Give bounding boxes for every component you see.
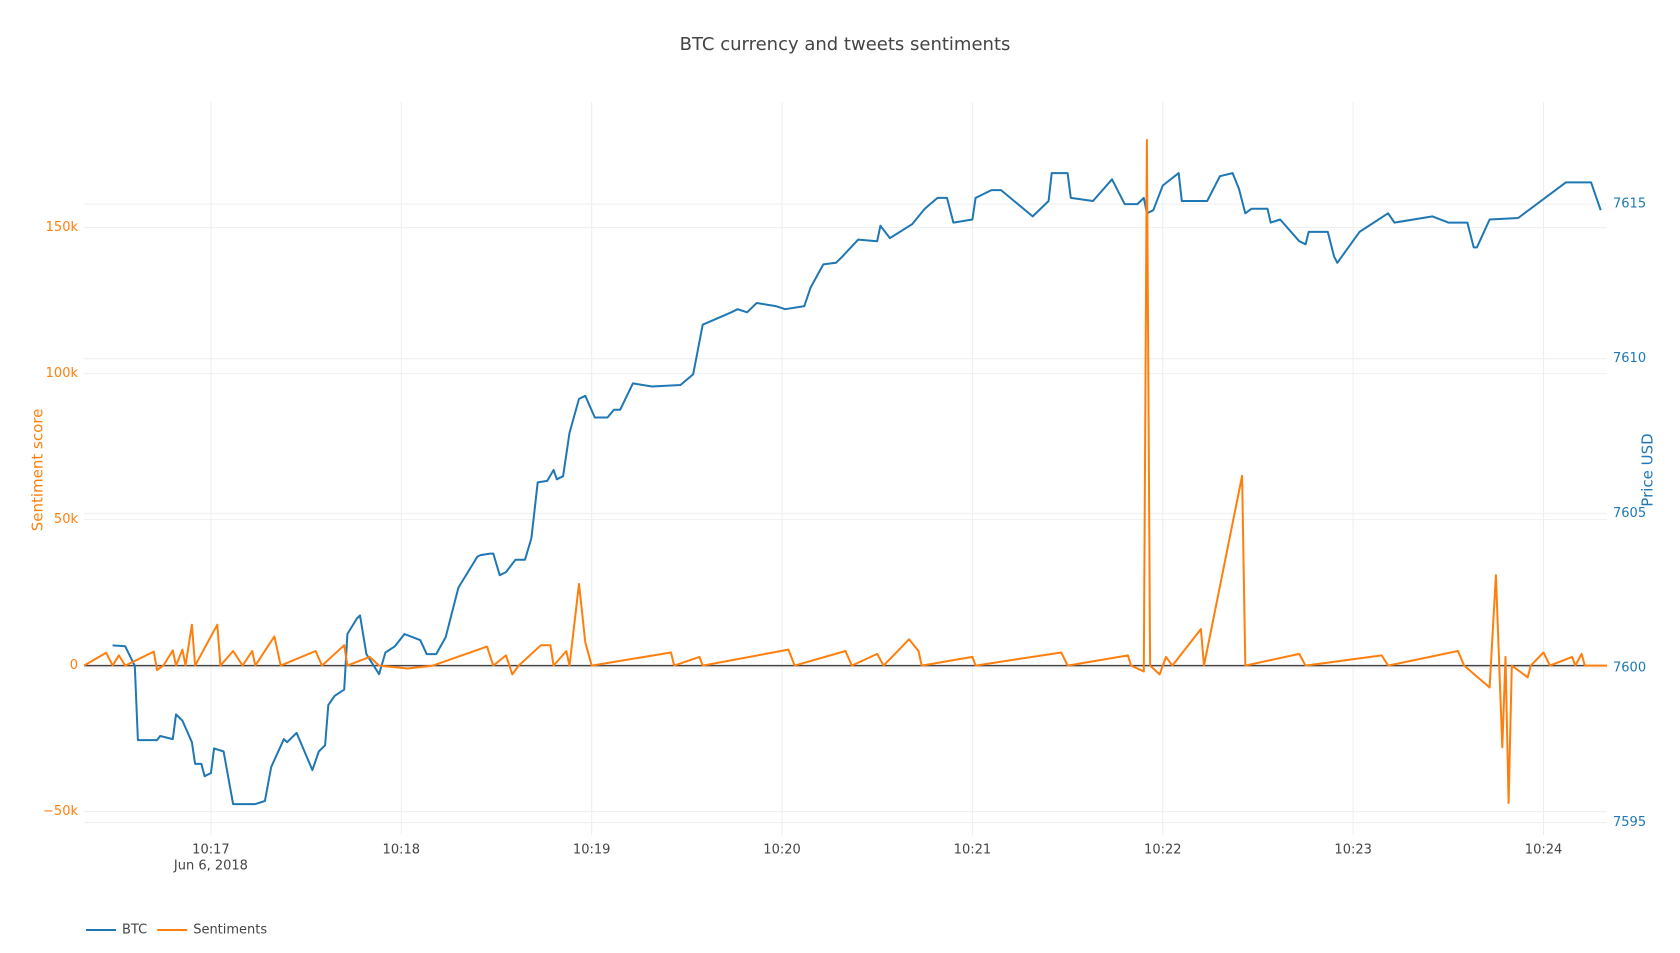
x-tick-label: 10:23	[1334, 843, 1371, 858]
y2-tick-label: 7605	[1613, 506, 1646, 521]
x-tick-label: 10:22	[1144, 843, 1181, 858]
x-tick-label: 10:17	[192, 843, 229, 858]
x-date-label: Jun 6, 2018	[173, 859, 248, 874]
chart-title: BTC currency and tweets sentiments	[680, 34, 1011, 55]
x-tick-label: 10:21	[954, 843, 991, 858]
y-tick-label: −50k	[43, 804, 78, 819]
y-axis-title: Sentiment score	[29, 409, 47, 532]
series-line	[83, 139, 1607, 804]
x-tick-label: 10:19	[573, 843, 610, 858]
x-tick-label: 10:24	[1525, 843, 1562, 858]
y-tick-label: 0	[70, 658, 78, 673]
legend-label: Sentiments	[193, 923, 267, 938]
x-tick-label: 10:18	[383, 843, 420, 858]
y2-tick-label: 7610	[1613, 351, 1646, 366]
x-tick-label: 10:20	[763, 843, 800, 858]
y2-tick-label: 7595	[1613, 815, 1646, 830]
y2-tick-label: 7600	[1613, 660, 1646, 675]
y-tick-label: 50k	[54, 512, 79, 527]
y-tick-label: 100k	[46, 366, 79, 381]
series-line	[112, 172, 1602, 806]
y2-tick-label: 7615	[1613, 197, 1646, 212]
y2-axis-title: Price USD	[1639, 433, 1657, 506]
y-tick-label: 150k	[46, 220, 79, 235]
legend-label: BTC	[122, 923, 147, 938]
